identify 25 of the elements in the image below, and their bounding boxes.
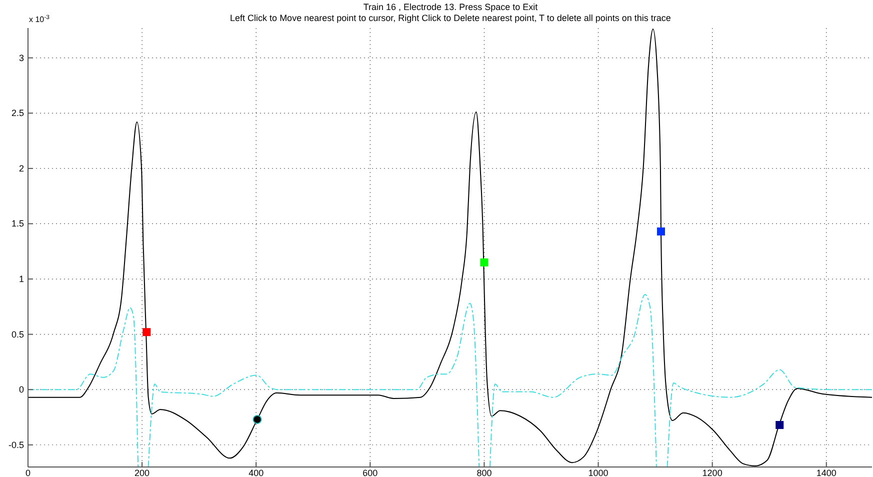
x-tick-label: 200 (134, 468, 150, 477)
y-tick-label: 1 (18, 274, 24, 284)
point (142, 328, 151, 336)
x-tick-label: 0 (25, 468, 31, 477)
point (480, 258, 488, 266)
x-tick-label: 400 (248, 468, 264, 477)
x-tick-label: 800 (476, 468, 492, 477)
x-tick-label: 1400 (816, 468, 836, 477)
x-tick-label: 600 (362, 468, 378, 477)
point (776, 420, 784, 429)
y-tick-label: 2 (18, 163, 24, 174)
text: x 10$^{-3}$ (29, 14, 50, 24)
y-tick-label: 0.5 (11, 329, 24, 340)
line-series (28, 28, 872, 466)
y-tick-label: 0 (18, 384, 24, 395)
y-tick-label: -0.5 (8, 440, 24, 450)
y-tick-label: 1.5 (11, 218, 24, 229)
x-tick-label: 1000 (588, 468, 608, 477)
y-tick-label: 2.5 (11, 108, 24, 118)
x-tick-label: 1200 (702, 468, 722, 477)
y-tick-label: 3 (18, 52, 24, 63)
chart-title: Train 16 , Electrode 13. Press Space to Exit (363, 2, 538, 12)
point (657, 227, 665, 236)
chart-subtitle: Left Click to Move nearest point to cursor, Right Click to Delete nearest point, T to delete all points on this trace (230, 13, 671, 23)
point (252, 414, 262, 424)
